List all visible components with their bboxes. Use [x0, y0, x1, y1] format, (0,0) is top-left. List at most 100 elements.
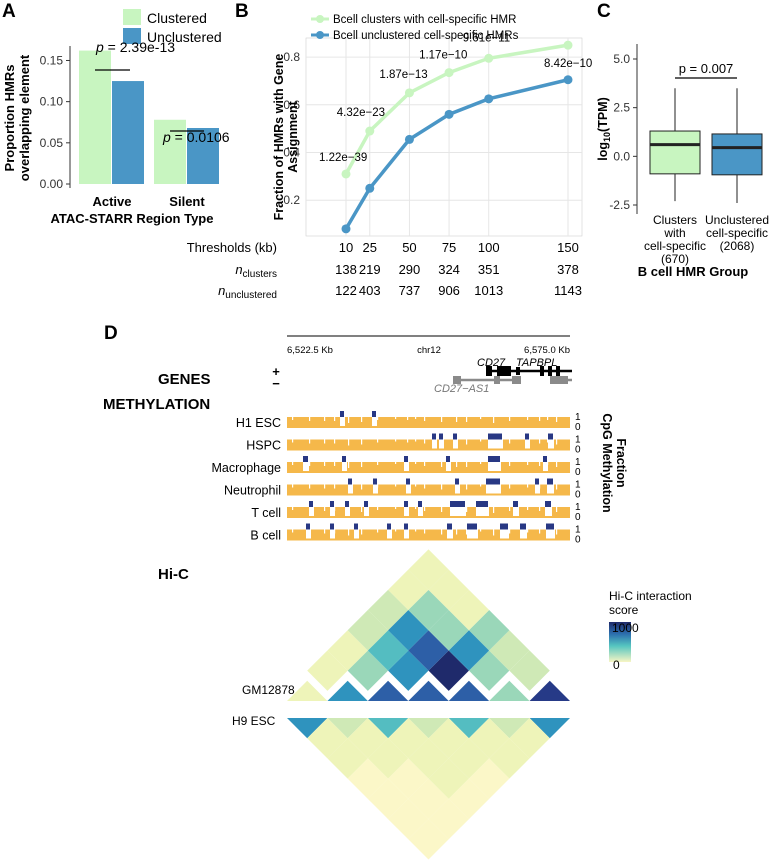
- methylation-dip: [309, 439, 311, 444]
- series-line-0: [344, 43, 569, 175]
- hmr-dip: [387, 529, 392, 539]
- hmr-dip: [439, 439, 444, 449]
- hic-cell: [489, 630, 530, 671]
- track-min: 0: [575, 422, 581, 433]
- hic-cell: [489, 718, 530, 739]
- hmr-block: [330, 501, 334, 507]
- methylation-dip: [556, 529, 558, 535]
- methylation-dip: [556, 462, 558, 467]
- methylation-dip: [424, 439, 426, 444]
- exon: [540, 366, 544, 376]
- panel-c-y-label-text: log10(TPM): [596, 97, 612, 160]
- hic-legend-min: 0: [613, 658, 620, 672]
- hmr-block: [348, 478, 352, 485]
- hmr-block: [548, 433, 553, 440]
- hmr-block: [406, 478, 410, 485]
- exon: [556, 366, 560, 376]
- n-unclustered-value: 403: [359, 283, 381, 298]
- hmr-block: [520, 523, 526, 530]
- track-max: 1: [575, 480, 581, 491]
- cell-type-label: HSPC: [246, 439, 281, 453]
- p-symbol: p: [95, 39, 104, 55]
- hmr-block: [404, 456, 408, 462]
- methylation-dip: [348, 417, 350, 423]
- methylation-dip: [480, 439, 482, 442]
- cpg-side-label-line2: Fraction: [614, 438, 628, 487]
- hic-cell: [327, 680, 368, 701]
- gene-label-tapbpl: TAPBPL: [516, 357, 557, 369]
- methylation-dip: [324, 417, 326, 421]
- panel-label-b: B: [235, 1, 249, 22]
- hic-cell: [388, 569, 429, 611]
- gene-label-cd27: CD27: [477, 357, 506, 369]
- hmr-dip: [373, 484, 378, 494]
- methylation-dip: [424, 484, 426, 489]
- panel-c-x-labels: Clusterswithcell-specific(670)Unclustere…: [644, 213, 769, 266]
- cpg-side-label: CpG Methylation Fraction: [600, 413, 628, 512]
- n-subscript: clusters: [243, 269, 277, 280]
- hic-cell: [448, 589, 490, 631]
- legend-marker-unclustered: [316, 31, 324, 39]
- hmr-dip: [306, 529, 311, 539]
- methylation-dip: [493, 417, 495, 423]
- methylation-dip: [509, 439, 511, 444]
- hmr-dip: [488, 462, 501, 471]
- p-value: = 0.0106: [171, 129, 230, 145]
- y-tick-label: 2.5: [613, 101, 630, 115]
- hmr-dip: [330, 507, 335, 516]
- methylation-dip: [407, 417, 409, 420]
- y-tick-label: 0.8: [283, 50, 300, 64]
- methylation-dip: [527, 507, 529, 510]
- methylation-dip: [377, 507, 379, 510]
- n-clusters-value: 351: [478, 262, 500, 277]
- exon: [453, 376, 461, 384]
- methylation-dip: [324, 507, 326, 511]
- coord-chr: chr12: [417, 345, 441, 356]
- methylation-track: T cell 10: [251, 501, 581, 523]
- y-tick-label: 0.00: [40, 177, 64, 191]
- methylation-track: B cell 10: [250, 523, 581, 546]
- hmr-block: [488, 456, 500, 462]
- threshold-value: 50: [402, 240, 416, 255]
- methylation-dip: [361, 507, 363, 512]
- track-max: 1: [575, 457, 581, 468]
- y-tick-label: 0.15: [40, 53, 64, 67]
- panel-a-y-ticks: 0.00 0.05 0.10 0.15: [40, 53, 70, 191]
- methylation-signal: [287, 507, 570, 518]
- methylation-signal: [287, 462, 570, 473]
- panel-b: B 0.2 0.4 0.6 0.8 Bcell clusters with cell-…: [187, 1, 593, 301]
- hmr-dip: [450, 507, 466, 516]
- bar-unclustered-silent: [187, 128, 219, 184]
- y-tick-label: 0.0: [613, 149, 630, 163]
- methylation-dip: [415, 417, 417, 419]
- methylation-dip: [556, 507, 558, 512]
- hic-cell: [489, 738, 530, 779]
- hic-cell: [388, 610, 429, 651]
- methylation-dip: [509, 417, 511, 421]
- methylation-dip: [556, 417, 558, 422]
- hmr-dip: [418, 507, 423, 516]
- series-point: [444, 68, 454, 78]
- methylation-signal: [287, 439, 570, 451]
- series-point: [404, 134, 414, 144]
- panel-c-y-ticks: -2.5 0.0 2.5 5.0: [609, 52, 637, 212]
- hmr-dip: [453, 439, 458, 449]
- y-tick-label: 0.10: [40, 95, 64, 109]
- n-symbol: n: [235, 262, 242, 277]
- panel-label-c: C: [597, 1, 611, 22]
- methylation-dip: [539, 507, 541, 511]
- panel-c-boxes: [649, 88, 763, 204]
- panel-b-plot-area: [305, 37, 583, 237]
- hmr-dip: [404, 462, 409, 471]
- genes-label: GENES: [158, 371, 211, 388]
- methylation-signal: [287, 529, 570, 541]
- methylation-dip: [556, 484, 558, 490]
- map-label-h9esc: H9 ESC: [232, 714, 276, 728]
- hmr-dip: [406, 484, 411, 494]
- hmr-block: [545, 501, 551, 507]
- methylation-dip: [466, 484, 468, 490]
- threshold-value: 150: [557, 240, 579, 255]
- methylation-dip: [324, 462, 326, 466]
- n-symbol: n: [218, 283, 225, 298]
